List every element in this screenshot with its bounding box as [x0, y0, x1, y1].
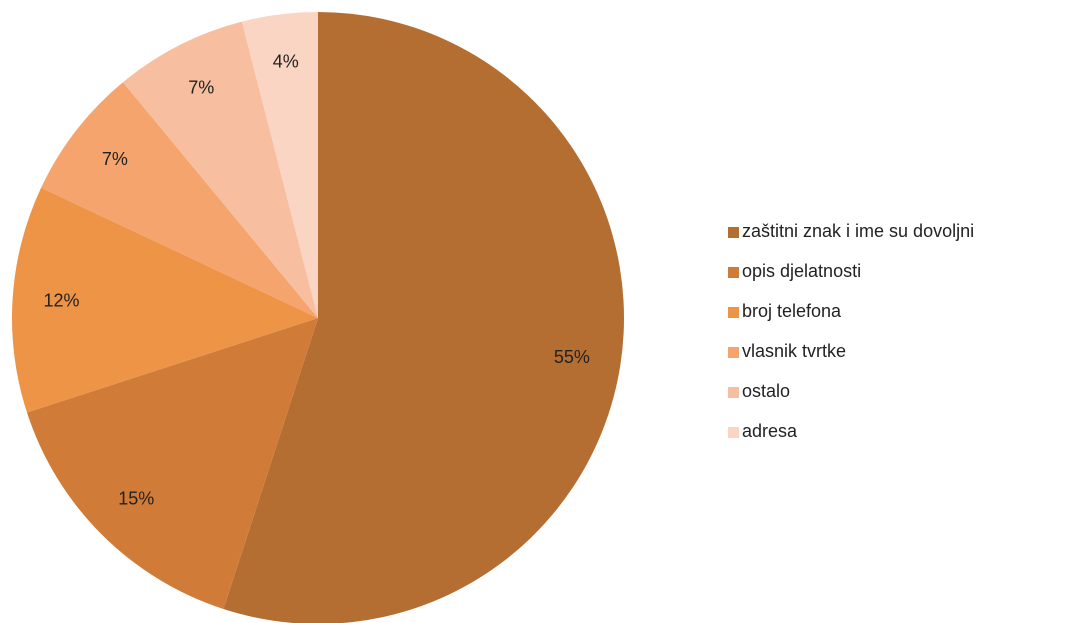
- legend-swatch: [728, 427, 739, 438]
- legend-swatch: [728, 347, 739, 358]
- pie-slice: [26, 318, 318, 610]
- legend-swatch: [728, 387, 739, 398]
- legend-label: broj telefona: [742, 301, 842, 321]
- data-label: 7%: [188, 78, 214, 98]
- pie-slice: [122, 21, 318, 318]
- legend-swatch: [728, 267, 739, 278]
- pie-slice: [11, 187, 318, 413]
- data-label: 55%: [554, 347, 590, 367]
- legend-label: vlasnik tvrtke: [742, 341, 846, 361]
- pie-slice: [241, 12, 318, 318]
- data-label: 4%: [273, 52, 299, 72]
- data-label: 7%: [102, 149, 128, 169]
- data-label: 12%: [43, 291, 79, 311]
- pie-slice: [223, 12, 624, 623]
- pie-slice: [41, 82, 318, 318]
- legend-swatch: [728, 307, 739, 318]
- legend-label: adresa: [742, 421, 798, 441]
- legend-label: zaštitni znak i ime su dovoljni: [742, 221, 974, 241]
- legend-label: opis djelatnosti: [742, 261, 861, 281]
- legend-label: ostalo: [742, 381, 790, 401]
- data-label: 15%: [118, 489, 154, 509]
- legend-swatch: [728, 227, 739, 238]
